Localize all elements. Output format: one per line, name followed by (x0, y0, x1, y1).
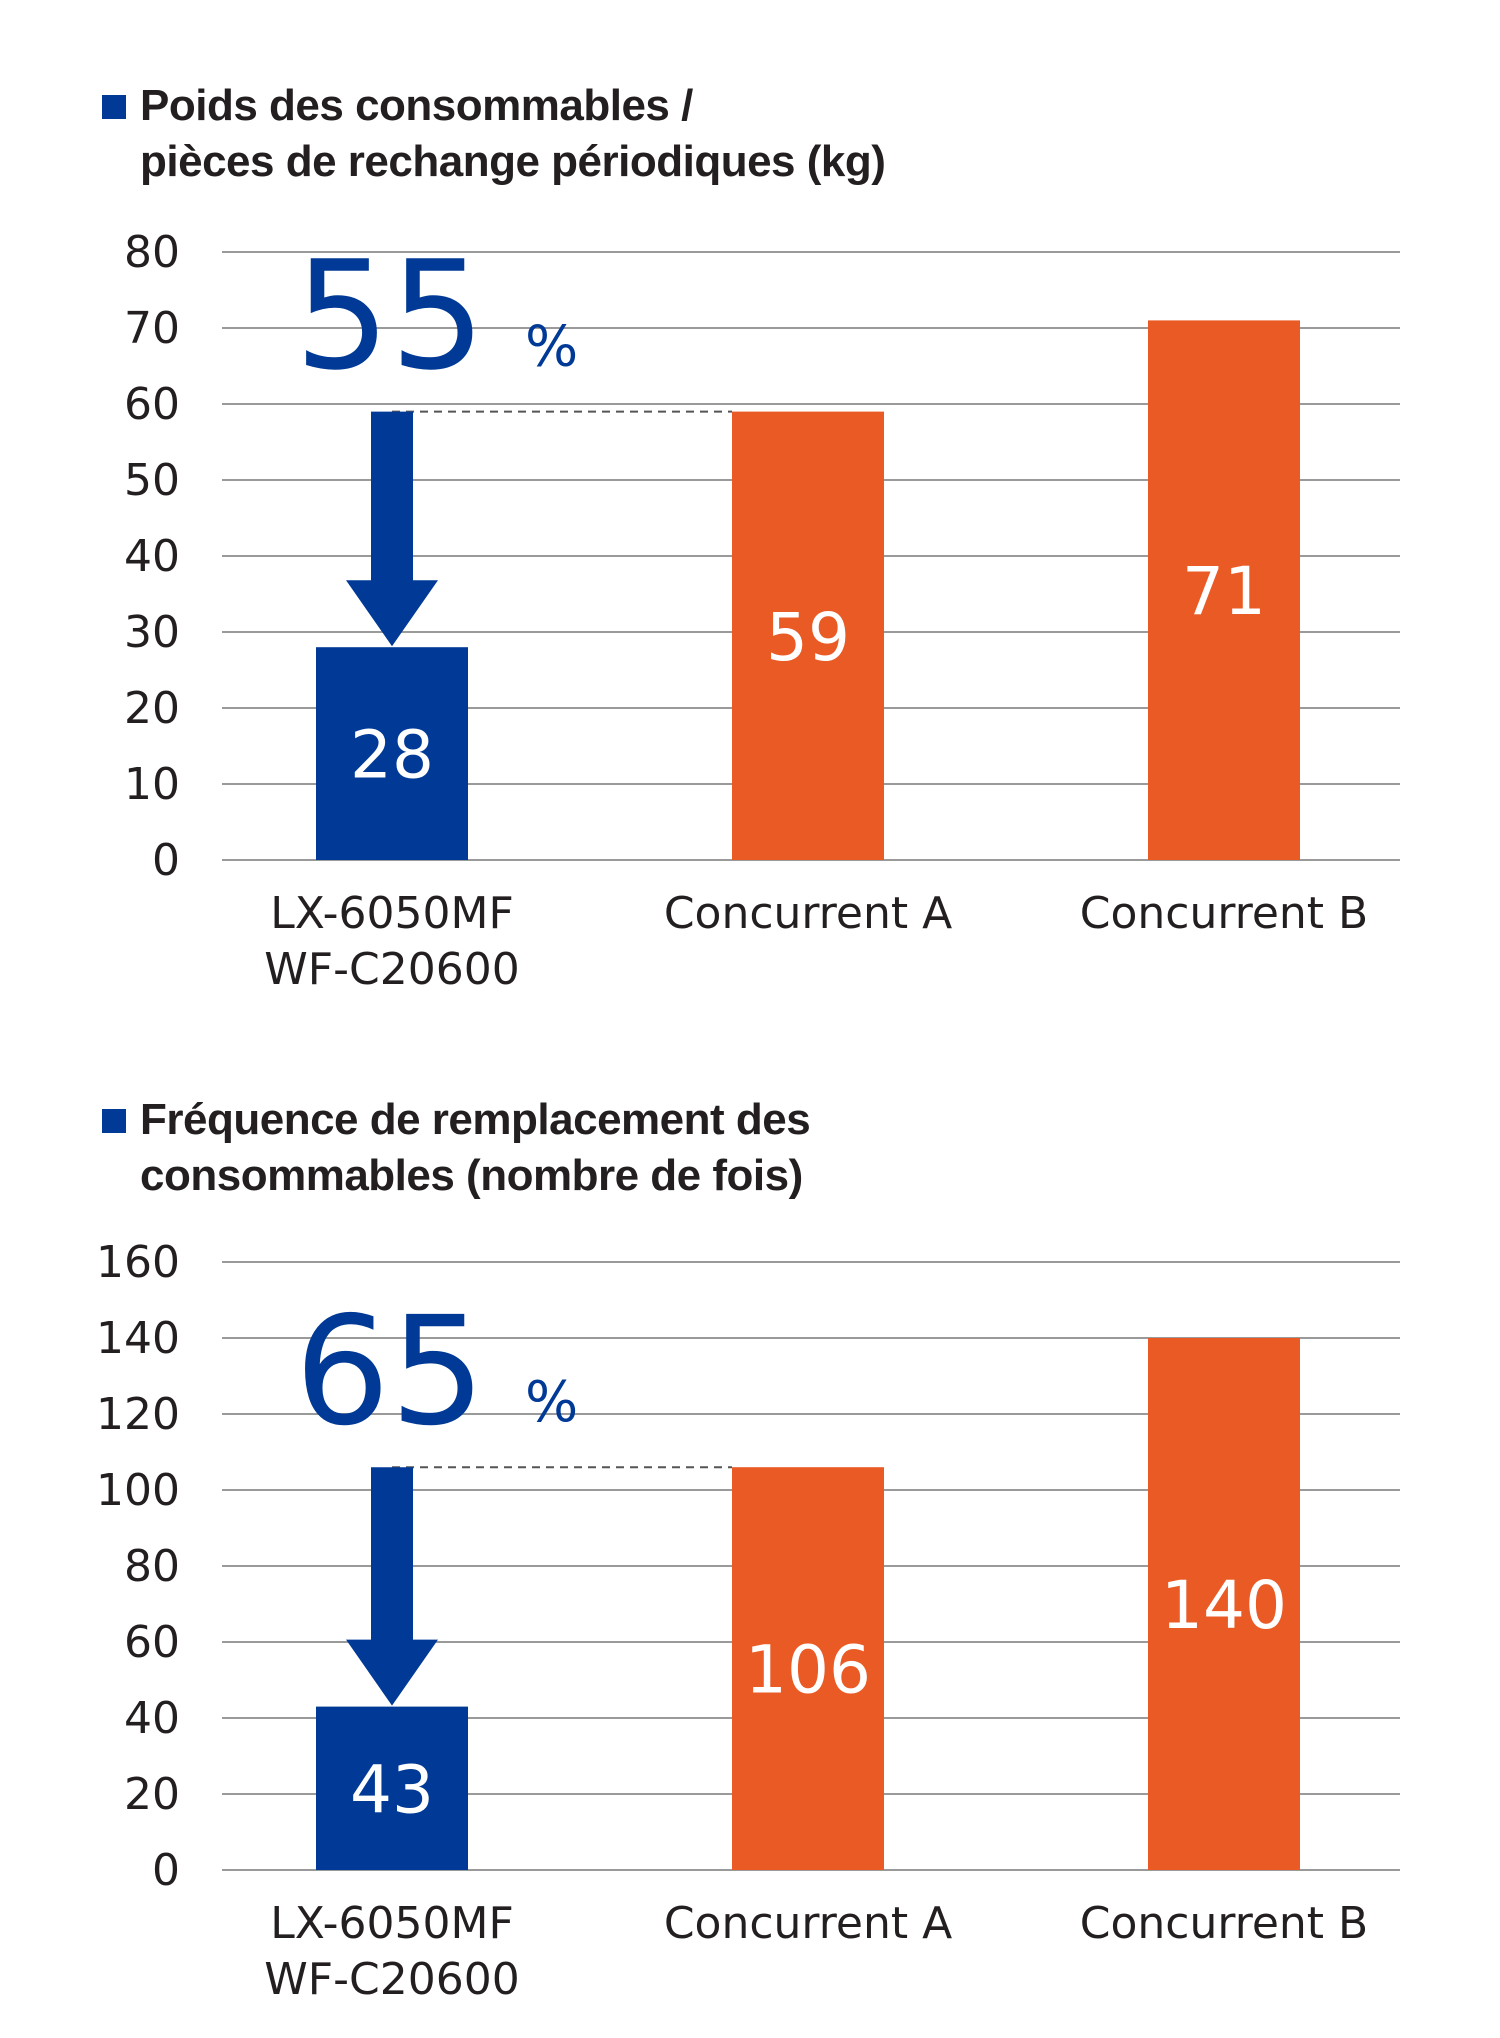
x-category-label: Concurrent B (1080, 888, 1368, 939)
y-tick-label: 60 (124, 1617, 180, 1668)
bar-value-label: 106 (745, 1632, 871, 1709)
y-tick-label: 30 (124, 607, 180, 658)
chart-title: Fréquence de remplacement des consommabl… (102, 1092, 811, 1204)
x-category-label: LX-6050MF (270, 1898, 514, 1949)
bar (316, 647, 468, 860)
y-tick-label: 0 (152, 835, 180, 886)
reduction-percentage: 65 (295, 1285, 486, 1459)
x-category-label: Concurrent B (1080, 1898, 1368, 1949)
bar (732, 411, 884, 860)
chart-title-line-2: pièces de rechange périodiques (kg) (140, 137, 886, 186)
y-tick-label: 160 (96, 1237, 180, 1288)
chart-title-line-1: Poids des consommables / (140, 81, 693, 130)
reduction-arrow-icon (346, 411, 438, 647)
y-tick-label: 50 (124, 455, 180, 506)
y-tick-label: 40 (124, 1693, 180, 1744)
y-tick-label: 10 (124, 759, 180, 810)
y-tick-label: 140 (96, 1313, 180, 1364)
x-category-label: LX-6050MF (270, 888, 514, 939)
y-tick-label: 70 (124, 303, 180, 354)
bar-value-label: 59 (766, 599, 850, 676)
y-tick-label: 60 (124, 379, 180, 430)
bar-value-label: 71 (1182, 553, 1266, 630)
bar (1148, 320, 1300, 860)
reduction-percent-sign: % (525, 1370, 578, 1435)
y-tick-label: 0 (152, 1845, 180, 1896)
y-tick-label: 80 (124, 1541, 180, 1592)
x-category-label: WF-C20600 (264, 944, 519, 995)
y-tick-label: 40 (124, 531, 180, 582)
x-category-label: WF-C20600 (264, 1954, 519, 2005)
bar-value-label: 43 (350, 1751, 434, 1828)
bar-value-label: 140 (1161, 1567, 1287, 1644)
y-tick-label: 120 (96, 1389, 180, 1440)
y-tick-label: 20 (124, 683, 180, 734)
title-bullet-icon (102, 1109, 126, 1133)
bar (1148, 1338, 1300, 1870)
x-category-label: Concurrent A (664, 1898, 952, 1949)
reduction-percentage: 55 (295, 230, 486, 404)
x-category-label: Concurrent A (664, 888, 952, 939)
chart-title-line-1: Fréquence de remplacement des (140, 1095, 811, 1144)
y-tick-label: 20 (124, 1769, 180, 1820)
bar (316, 1706, 468, 1870)
bar-value-label: 28 (350, 717, 434, 794)
chart-plot: 0 20 40 60 80 100 120 140 160 43 LX-6050MFWF-C2060… (96, 1237, 1400, 2005)
chart-title: Poids des consommables / pièces de recha… (102, 78, 886, 190)
chart-title-line-2: consommables (nombre de fois) (140, 1151, 803, 1200)
title-bullet-icon (102, 95, 126, 119)
y-tick-label: 100 (96, 1465, 180, 1516)
y-tick-label: 80 (124, 227, 180, 278)
bar (732, 1467, 884, 1870)
reduction-arrow-icon (346, 1467, 438, 1706)
reduction-percent-sign: % (525, 315, 578, 380)
